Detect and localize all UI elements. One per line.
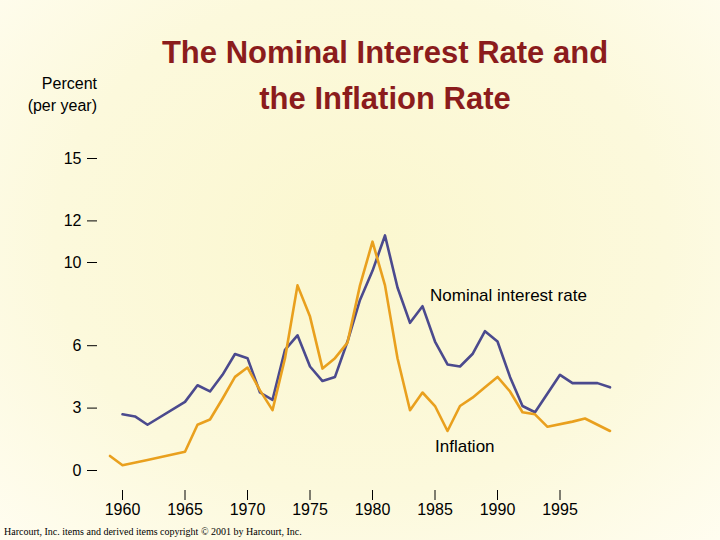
svg-text:0: 0: [73, 462, 82, 479]
svg-text:1985: 1985: [417, 501, 453, 518]
html-text:Nominal interest rate: Nominal interest rate: [430, 286, 587, 305]
svg-text:12: 12: [64, 212, 82, 229]
html-text:Harcourt, Inc. items and deriv: Harcourt, Inc. items and derived items c…: [4, 526, 302, 537]
svg-text:1960: 1960: [105, 501, 141, 518]
svg-text:3: 3: [73, 399, 82, 416]
svg-text:1995: 1995: [542, 501, 578, 518]
svg-text:1975: 1975: [292, 501, 328, 518]
svg-text:6: 6: [73, 337, 82, 354]
svg-text:10: 10: [64, 254, 82, 271]
svg-text:1965: 1965: [167, 501, 203, 518]
svg-text:15: 15: [64, 150, 82, 167]
html-text:Inflation: Inflation: [435, 437, 495, 456]
svg-text:1990: 1990: [480, 501, 516, 518]
svg-text:1970: 1970: [230, 501, 266, 518]
svg-text:1980: 1980: [355, 501, 391, 518]
html-text:Percent: Percent: [41, 75, 97, 92]
html-text:(per year): (per year): [27, 97, 97, 114]
html-text:The Nominal Interest Rate and: The Nominal Interest Rate and the Inflat…: [161, 35, 609, 116]
